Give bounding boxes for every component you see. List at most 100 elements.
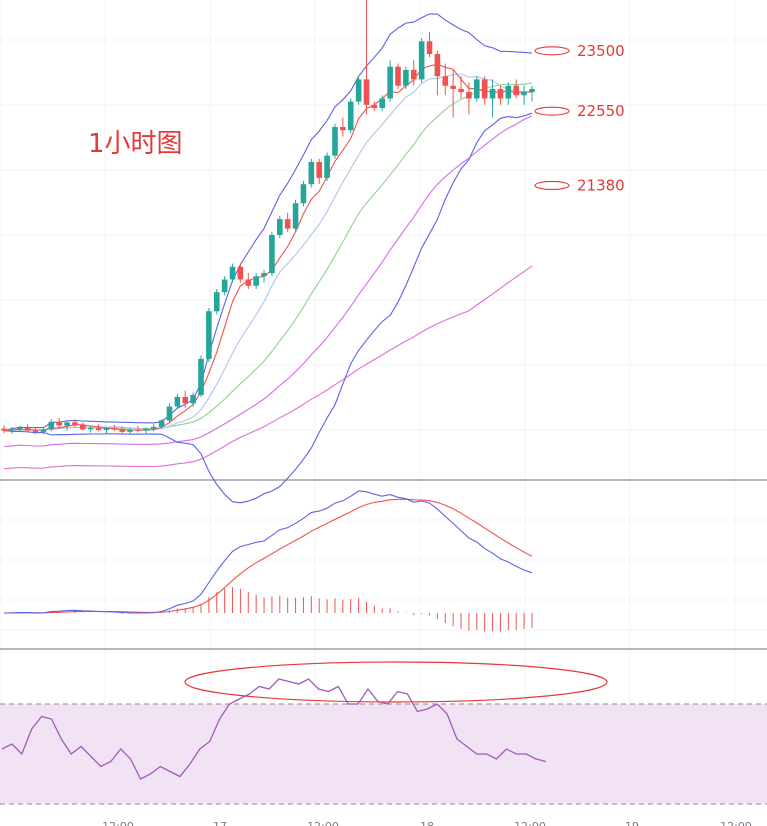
ma-fast-path: [3, 63, 532, 432]
candle-body: [347, 101, 354, 131]
candle: [387, 60, 393, 102]
candle: [340, 117, 346, 137]
candle: [261, 269, 267, 283]
candle-body: [182, 396, 189, 404]
ma-violet-path: [3, 115, 533, 448]
price-level-marker: [534, 46, 570, 56]
candle: [135, 426, 141, 433]
candle: [40, 428, 47, 435]
rsi-overbought-ellipse: [184, 661, 608, 703]
candle-body: [513, 85, 519, 96]
candle-body: [87, 428, 94, 430]
candle-body: [56, 421, 62, 426]
candle: [410, 60, 417, 86]
candle: [474, 76, 480, 102]
candle: [166, 403, 173, 423]
candle: [87, 425, 94, 433]
candle-body: [355, 79, 362, 102]
candle: [466, 82, 472, 115]
candle: [529, 85, 535, 102]
candle: [426, 31, 433, 58]
candle: [95, 424, 102, 432]
candle-body: [190, 395, 196, 404]
candle: [143, 427, 149, 434]
rsi-line: [1, 678, 547, 780]
candlestick-series: [1, 0, 535, 435]
candle-body: [229, 266, 236, 280]
candle-body: [261, 273, 267, 277]
candle: [418, 38, 425, 83]
candle-body: [9, 429, 15, 431]
candle-body: [395, 66, 401, 86]
candle: [9, 426, 15, 434]
candle: [48, 419, 55, 432]
timeframe-annotation: 1小时图: [88, 129, 183, 159]
macd-lines: [3, 490, 533, 614]
candle: [513, 79, 519, 99]
candle: [221, 276, 228, 296]
candle: [158, 419, 165, 429]
price-level-label: 21380: [577, 176, 625, 194]
candle-body: [332, 127, 338, 156]
ma-light-line: [3, 73, 532, 432]
candle-body: [481, 79, 488, 99]
candle: [111, 424, 118, 432]
candle-body: [48, 421, 55, 430]
candle-body: [269, 235, 275, 274]
candle: [253, 273, 259, 289]
candle: [213, 288, 220, 315]
candle-body: [245, 279, 252, 286]
candle-body: [277, 219, 283, 235]
candle-body: [426, 41, 433, 54]
x-tick-label: 18: [420, 820, 434, 826]
candle-body: [363, 79, 370, 105]
price-level-label: 23500: [577, 42, 625, 60]
ma-violet-line: [3, 115, 533, 448]
candle: [32, 428, 39, 434]
candle-body: [418, 41, 425, 80]
candle: [182, 390, 189, 408]
candle-body: [1, 428, 7, 431]
candle-body: [450, 85, 456, 89]
candle-body: [119, 429, 125, 432]
ma-fast-line: [3, 63, 532, 432]
candle-body: [174, 396, 181, 407]
candle-body: [300, 184, 307, 204]
candle: [324, 152, 330, 182]
candle-body: [505, 85, 512, 99]
candle: [80, 422, 86, 431]
candle-body: [474, 79, 480, 99]
candle-body: [324, 155, 330, 178]
candle-body: [103, 428, 110, 430]
price-level-marker: [534, 180, 570, 191]
candle: [190, 392, 196, 407]
candle-body: [32, 430, 39, 432]
candle-body: [237, 266, 244, 280]
candle: [489, 79, 496, 118]
candle-body: [292, 203, 299, 229]
candle: [150, 424, 157, 432]
price-level-0: 23500: [534, 42, 625, 60]
candle: [64, 421, 70, 431]
candle-body: [158, 420, 165, 427]
candle-body: [497, 88, 504, 99]
candle-body: [379, 98, 386, 108]
ma-long-line: [3, 265, 533, 470]
candle-body: [166, 406, 173, 421]
candle: [237, 263, 244, 283]
candle-body: [442, 76, 449, 86]
candle-body: [284, 219, 291, 229]
macd-dif-line: [3, 490, 533, 614]
x-tick-label: 12:00: [514, 820, 546, 826]
candle: [395, 63, 401, 89]
price-level-1: 22550: [534, 102, 625, 120]
candle: [16, 425, 23, 432]
price-level-label: 22550: [577, 102, 625, 120]
ma-green-line: [3, 82, 533, 432]
candle: [119, 426, 125, 434]
macd-histogram: [11, 587, 533, 632]
bollinger-bands: [3, 13, 533, 504]
ma-long-path: [3, 265, 533, 470]
macd-dea-line: [4, 498, 533, 614]
